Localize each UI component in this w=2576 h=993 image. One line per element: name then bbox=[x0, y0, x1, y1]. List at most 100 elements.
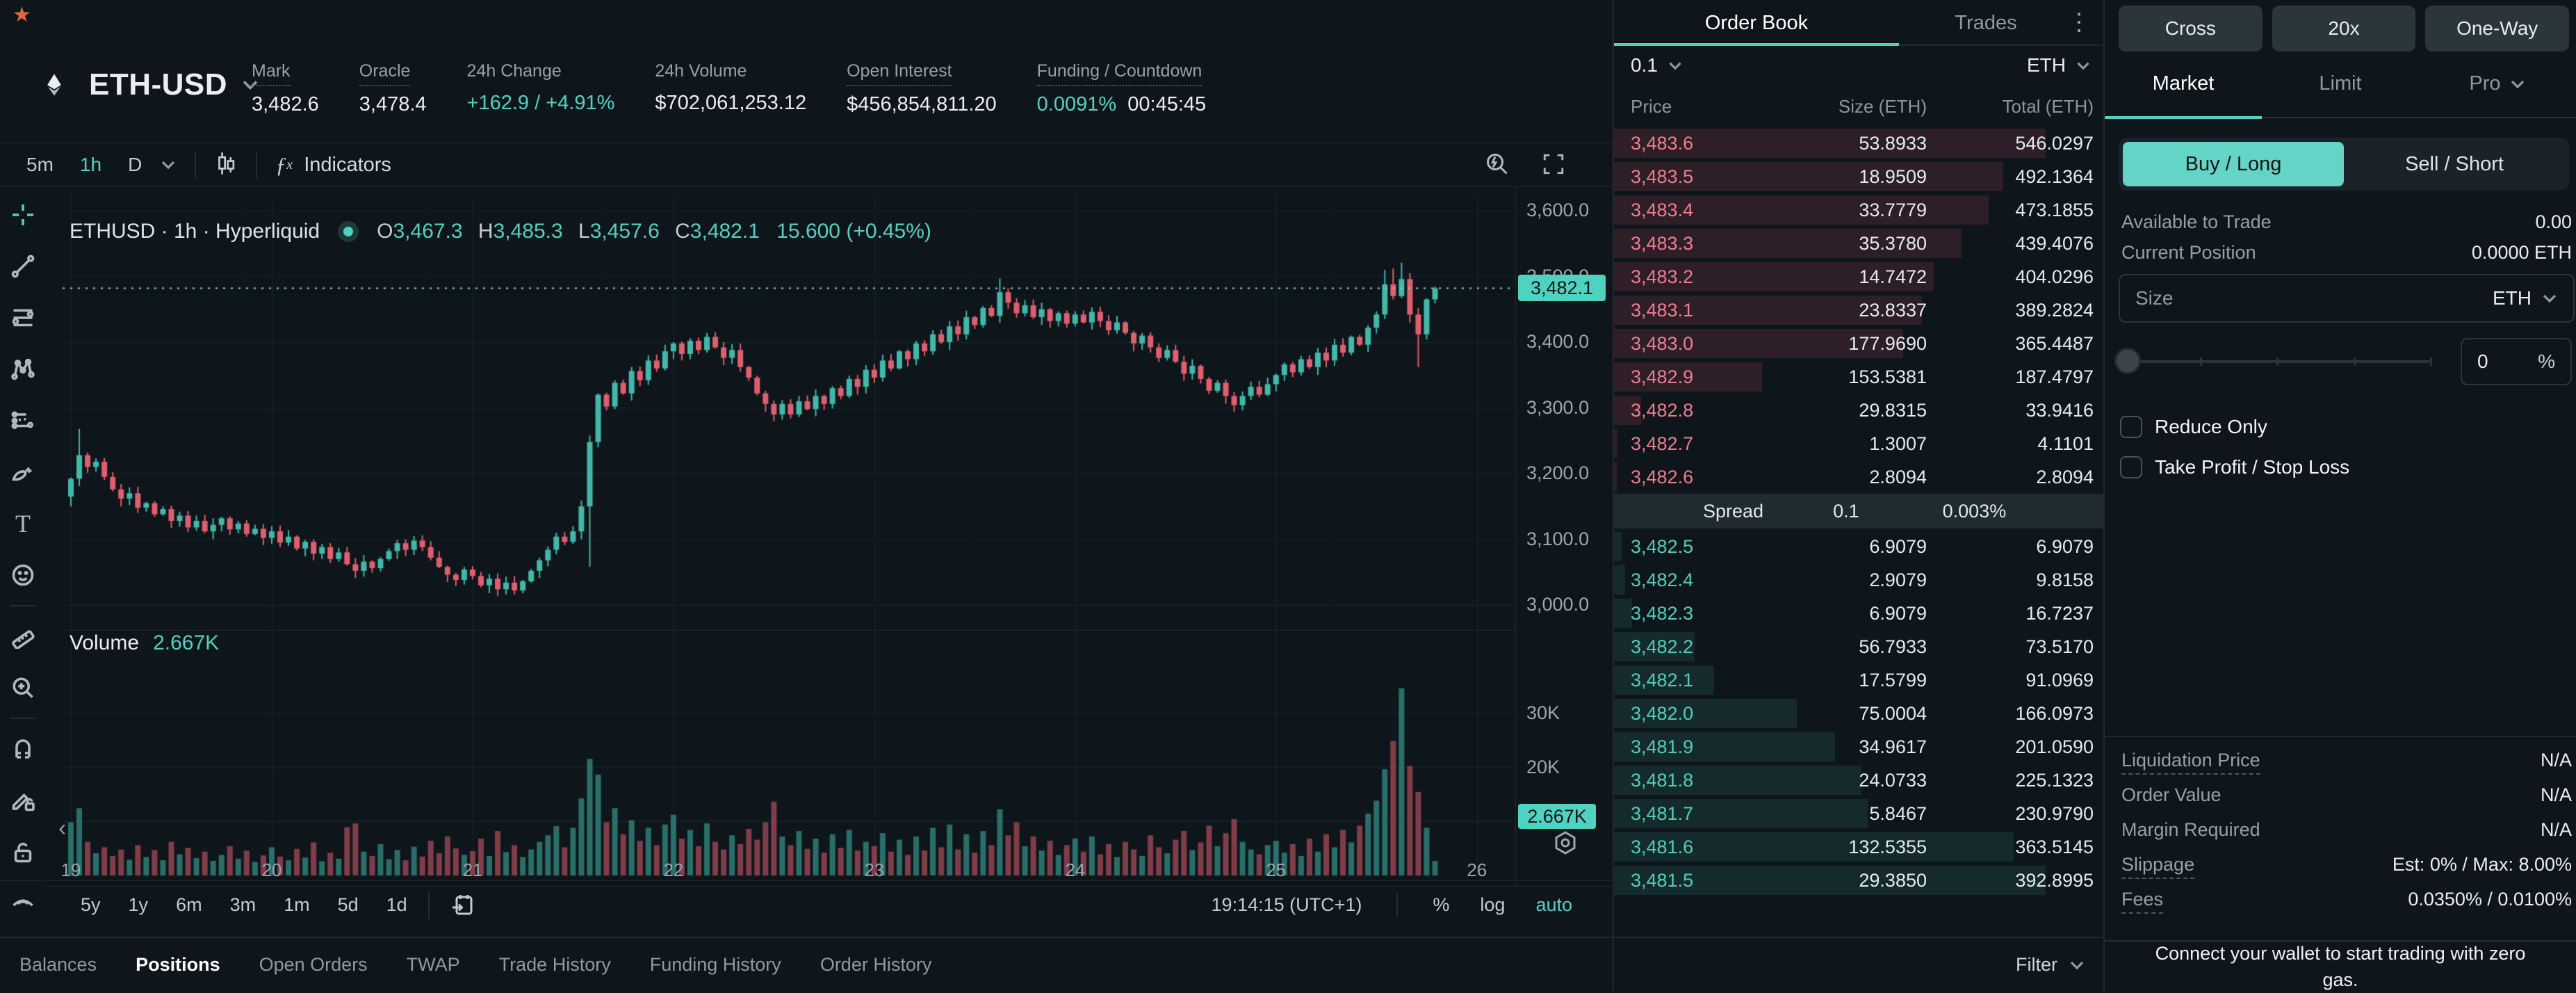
go-to-date-icon[interactable] bbox=[450, 893, 475, 918]
orderbook-bid-row[interactable]: 3,481.9 34.9617 201.0590 bbox=[1614, 730, 2105, 764]
projection-icon[interactable] bbox=[0, 395, 46, 446]
orderbook-bid-row[interactable]: 3,481.5 29.3850 392.8995 bbox=[1614, 864, 2105, 897]
funding-countdown: 00:45:45 bbox=[1127, 93, 1207, 115]
orderbook-ask-row[interactable]: 3,483.5 18.9509 492.1364 bbox=[1614, 160, 2105, 193]
orderbook-bid-row[interactable]: 3,482.1 17.5799 91.0969 bbox=[1614, 663, 2105, 697]
orderbook-ask-row[interactable]: 3,483.2 14.7472 404.0296 bbox=[1614, 260, 2105, 293]
buy-long-button[interactable]: Buy / Long bbox=[2123, 142, 2344, 186]
orderbook-bid-row[interactable]: 3,481.8 24.0733 225.1323 bbox=[1614, 764, 2105, 797]
orderbook-ask-row[interactable]: 3,483.0 177.9690 365.4487 bbox=[1614, 327, 2105, 360]
tab-market[interactable]: Market bbox=[2152, 72, 2215, 95]
pattern-icon[interactable] bbox=[0, 344, 46, 395]
interval-chevron-icon[interactable] bbox=[160, 159, 177, 170]
favorite-star-icon[interactable]: ★ bbox=[13, 3, 31, 26]
orderbook-ask-row[interactable]: 3,482.9 153.5381 187.4797 bbox=[1614, 360, 2105, 394]
stat-funding: Funding / Countdown 0.0091% 00:45:45 bbox=[1036, 61, 1207, 116]
orderbook-ask-row[interactable]: 3,483.6 53.8933 546.0297 bbox=[1614, 127, 2105, 160]
lock-icon[interactable] bbox=[0, 826, 46, 878]
orderbook-ask-row[interactable]: 3,482.6 2.8094 2.8094 bbox=[1614, 460, 2105, 494]
tab-trades[interactable]: Trades bbox=[1955, 11, 2017, 34]
zoom-in-icon[interactable] bbox=[0, 662, 46, 713]
brush-icon[interactable] bbox=[0, 446, 46, 498]
series-visibility-icon[interactable] bbox=[338, 221, 359, 242]
slider-percent-input[interactable]: 0 % bbox=[2461, 338, 2572, 385]
interval-5m[interactable]: 5m bbox=[26, 154, 54, 175]
orderbook-ask-row[interactable]: 3,483.3 35.3780 439.4076 bbox=[1614, 227, 2105, 260]
bottom-tab-twap[interactable]: TWAP bbox=[406, 954, 460, 975]
orderbook-bid-row[interactable]: 3,482.2 56.7933 73.5170 bbox=[1614, 630, 2105, 663]
trendline-icon[interactable] bbox=[0, 241, 46, 292]
crosshair-icon[interactable] bbox=[0, 189, 46, 241]
tpsl-checkbox[interactable] bbox=[2120, 456, 2142, 478]
stat-oracle: Oracle 3,478.4 bbox=[359, 61, 427, 116]
bottom-tab-trade-history[interactable]: Trade History bbox=[498, 954, 611, 975]
bottom-tab-balances[interactable]: Balances bbox=[19, 954, 97, 975]
text-tool-icon[interactable]: T bbox=[15, 510, 31, 538]
draw-lock-icon[interactable] bbox=[0, 775, 46, 826]
chart-symbol-title[interactable]: ETHUSD · 1h · Hyperliquid bbox=[70, 220, 320, 243]
percent-scale-button[interactable]: % bbox=[1433, 894, 1450, 915]
kebab-menu-icon[interactable]: ⋮ bbox=[2067, 9, 2091, 35]
price-axis-label: 3,300.0 bbox=[1526, 396, 1590, 418]
range-6m[interactable]: 6m bbox=[176, 894, 202, 915]
filter-button[interactable]: Filter bbox=[2016, 954, 2085, 976]
candle-style-icon[interactable] bbox=[214, 152, 238, 178]
bottom-tab-order-history[interactable]: Order History bbox=[820, 954, 932, 975]
reduce-only-checkbox[interactable] bbox=[2120, 416, 2142, 438]
fullscreen-icon[interactable] bbox=[1542, 152, 1565, 179]
tab-pro[interactable]: Pro bbox=[2419, 72, 2576, 95]
unit-select[interactable]: ETH bbox=[2027, 54, 2091, 76]
range-5y[interactable]: 5y bbox=[81, 894, 101, 915]
size-slider[interactable] bbox=[2123, 357, 2432, 366]
leverage-button[interactable]: 20x bbox=[2272, 6, 2416, 51]
sell-short-button[interactable]: Sell / Short bbox=[2405, 152, 2504, 175]
bottom-tab-positions[interactable]: Positions bbox=[136, 954, 220, 975]
chevron-down-icon[interactable] bbox=[241, 79, 259, 91]
orderbook-bid-row[interactable]: 3,482.3 6.9079 16.7237 bbox=[1614, 597, 2105, 630]
tick-size-select[interactable]: 0.1 bbox=[1631, 54, 1683, 76]
magnet-icon[interactable] bbox=[0, 723, 46, 775]
auto-scale-button[interactable]: auto bbox=[1535, 894, 1572, 915]
chart-settings-icon[interactable] bbox=[1551, 829, 1579, 860]
orderbook-ask-row[interactable]: 3,483.4 33.7779 473.1855 bbox=[1614, 193, 2105, 227]
fib-retracement-icon[interactable] bbox=[0, 292, 46, 344]
side-toggle: Buy / Long Sell / Short bbox=[2119, 138, 2569, 191]
stat-open-interest: Open Interest $456,854,811.20 bbox=[847, 61, 997, 116]
orderbook-bid-row[interactable]: 3,481.7 5.8467 230.9790 bbox=[1614, 797, 2105, 830]
size-input[interactable]: Size ETH bbox=[2119, 274, 2575, 323]
clock-time[interactable]: 19:14:15 (UTC+1) bbox=[1211, 894, 1362, 915]
tab-order-book[interactable]: Order Book bbox=[1704, 11, 1809, 34]
position-mode-button[interactable]: One-Way bbox=[2425, 6, 2570, 51]
scroll-left-icon[interactable]: ‹ bbox=[58, 815, 67, 841]
interval-1d[interactable]: D bbox=[128, 154, 142, 175]
orderbook-bid-row[interactable]: 3,482.5 6.9079 6.9079 bbox=[1614, 530, 2105, 563]
range-1d[interactable]: 1d bbox=[386, 894, 407, 915]
slippage-value: Est: 0% / Max: 8.00% bbox=[2392, 854, 2572, 875]
hide-drawings-icon[interactable] bbox=[0, 878, 46, 929]
orderbook-ask-row[interactable]: 3,482.7 1.3007 4.1101 bbox=[1614, 427, 2105, 460]
range-1m[interactable]: 1m bbox=[284, 894, 310, 915]
indicators-button[interactable]: Indicators bbox=[304, 153, 391, 176]
price-chart[interactable] bbox=[46, 187, 1614, 937]
range-3m[interactable]: 3m bbox=[229, 894, 256, 915]
quick-search-icon[interactable] bbox=[1485, 152, 1510, 180]
pair-name[interactable]: ETH-USD bbox=[89, 67, 228, 102]
orderbook-ask-row[interactable]: 3,482.8 29.8315 33.9416 bbox=[1614, 394, 2105, 427]
size-unit-select[interactable]: ETH bbox=[2493, 287, 2558, 309]
slider-knob[interactable] bbox=[2114, 348, 2141, 374]
measure-icon[interactable] bbox=[0, 611, 46, 662]
orderbook-bid-row[interactable]: 3,481.6 132.5355 363.5145 bbox=[1614, 830, 2105, 864]
tab-limit[interactable]: Limit bbox=[2319, 72, 2362, 95]
bottom-tab-funding-history[interactable]: Funding History bbox=[649, 954, 781, 975]
emoji-icon[interactable] bbox=[0, 549, 46, 601]
orderbook-ask-row[interactable]: 3,483.1 23.8337 389.2824 bbox=[1614, 293, 2105, 327]
orderbook-bid-row[interactable]: 3,482.4 2.9079 9.8158 bbox=[1614, 563, 2105, 597]
margin-mode-button[interactable]: Cross bbox=[2119, 6, 2263, 51]
orderbook-bid-row[interactable]: 3,482.0 75.0004 166.0973 bbox=[1614, 697, 2105, 730]
range-1y[interactable]: 1y bbox=[128, 894, 149, 915]
bottom-tab-open-orders[interactable]: Open Orders bbox=[259, 954, 368, 975]
interval-1h[interactable]: 1h bbox=[79, 154, 102, 175]
log-scale-button[interactable]: log bbox=[1480, 894, 1506, 915]
range-5d[interactable]: 5d bbox=[337, 894, 359, 915]
